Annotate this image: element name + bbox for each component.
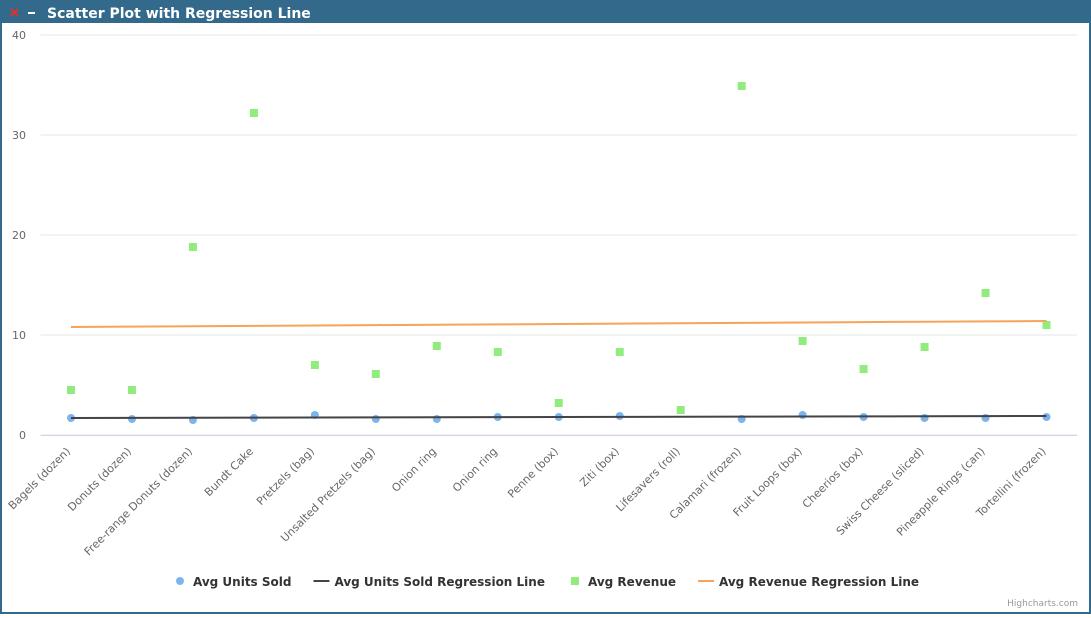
y-tick-label: 20 — [12, 229, 26, 242]
point — [859, 365, 868, 373]
credit[interactable]: Highcharts.com — [1007, 599, 1078, 609]
title-bar — [0, 0, 1091, 23]
legend-symbol — [175, 577, 184, 585]
point — [127, 415, 136, 423]
regression-line — [70, 415, 1047, 419]
chart-title: Scatter Plot with Regression Line — [47, 6, 311, 22]
point — [615, 348, 624, 356]
regression-line — [70, 320, 1047, 328]
y-tick-label: 10 — [12, 329, 26, 342]
legend-item[interactable]: Avg Units Sold Regression Line — [313, 575, 545, 589]
legend-item[interactable]: Avg Units Sold — [175, 575, 292, 589]
point — [1042, 321, 1051, 329]
point — [554, 399, 563, 407]
point — [127, 386, 136, 394]
legend-label: Avg Units Sold — [193, 575, 292, 589]
point — [798, 411, 807, 419]
point — [310, 361, 319, 369]
point — [432, 342, 441, 350]
point — [66, 386, 75, 394]
legend-label: Avg Units Sold Regression Line — [334, 575, 545, 589]
legend-label: Avg Revenue — [588, 575, 676, 589]
legend-item[interactable]: Avg Revenue — [570, 575, 676, 589]
point — [737, 82, 746, 90]
close-button[interactable] — [10, 8, 19, 17]
legend-symbol — [570, 577, 579, 585]
point — [798, 337, 807, 345]
y-tick-label: 30 — [12, 129, 26, 142]
legend-label: Avg Revenue Regression Line — [719, 575, 919, 589]
point — [188, 243, 197, 251]
y-tick-label: 40 — [12, 29, 26, 42]
point — [981, 289, 990, 297]
point — [371, 415, 380, 423]
point — [371, 370, 380, 378]
legend-item[interactable]: Avg Revenue Regression Line — [698, 575, 919, 589]
y-tick-label: 0 — [19, 429, 26, 442]
point — [493, 348, 502, 356]
point — [676, 406, 685, 414]
point — [249, 109, 258, 117]
point — [920, 343, 929, 351]
legend: Avg Units Sold Avg Units Sold Regression … — [175, 575, 919, 589]
